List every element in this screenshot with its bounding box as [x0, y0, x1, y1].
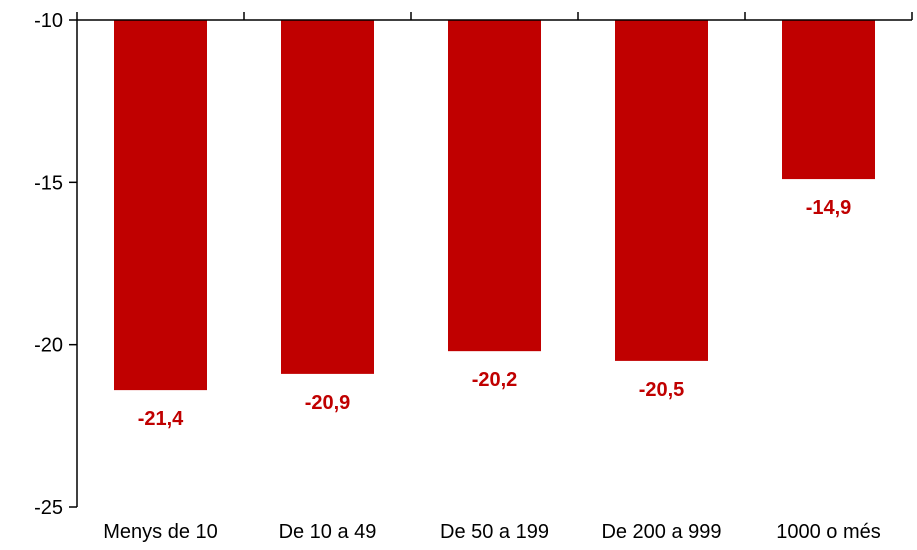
- data-label: -20,5: [639, 379, 685, 401]
- bar-series: [114, 20, 875, 391]
- data-label: -20,9: [305, 392, 351, 414]
- data-label: -21,4: [138, 408, 184, 430]
- y-axis: -10 -15 -20 -25: [34, 10, 78, 519]
- x-tick-label: De 50 a 199: [440, 521, 549, 543]
- x-tick-label: De 10 a 49: [279, 521, 377, 543]
- x-axis: Menys de 10 De 10 a 49 De 50 a 199 De 200 a…: [76, 12, 913, 543]
- data-labels: -21,4 -20,9 -20,2 -20,5 -14,9: [138, 197, 852, 430]
- bar: [448, 20, 541, 352]
- x-tick-label: De 200 a 999: [601, 521, 721, 543]
- y-tick-label: -15: [34, 172, 63, 194]
- data-label: -20,2: [472, 369, 518, 391]
- data-label: -14,9: [806, 197, 852, 219]
- y-tick-label: -20: [34, 335, 63, 357]
- bar: [782, 20, 875, 180]
- x-tick-label: Menys de 10: [103, 521, 218, 543]
- bar: [281, 20, 374, 374]
- x-tick-label: 1000 o més: [776, 521, 881, 543]
- bar: [114, 20, 207, 391]
- bar: [615, 20, 708, 361]
- y-tick-label: -10: [34, 10, 63, 32]
- y-tick-label: -25: [34, 497, 63, 519]
